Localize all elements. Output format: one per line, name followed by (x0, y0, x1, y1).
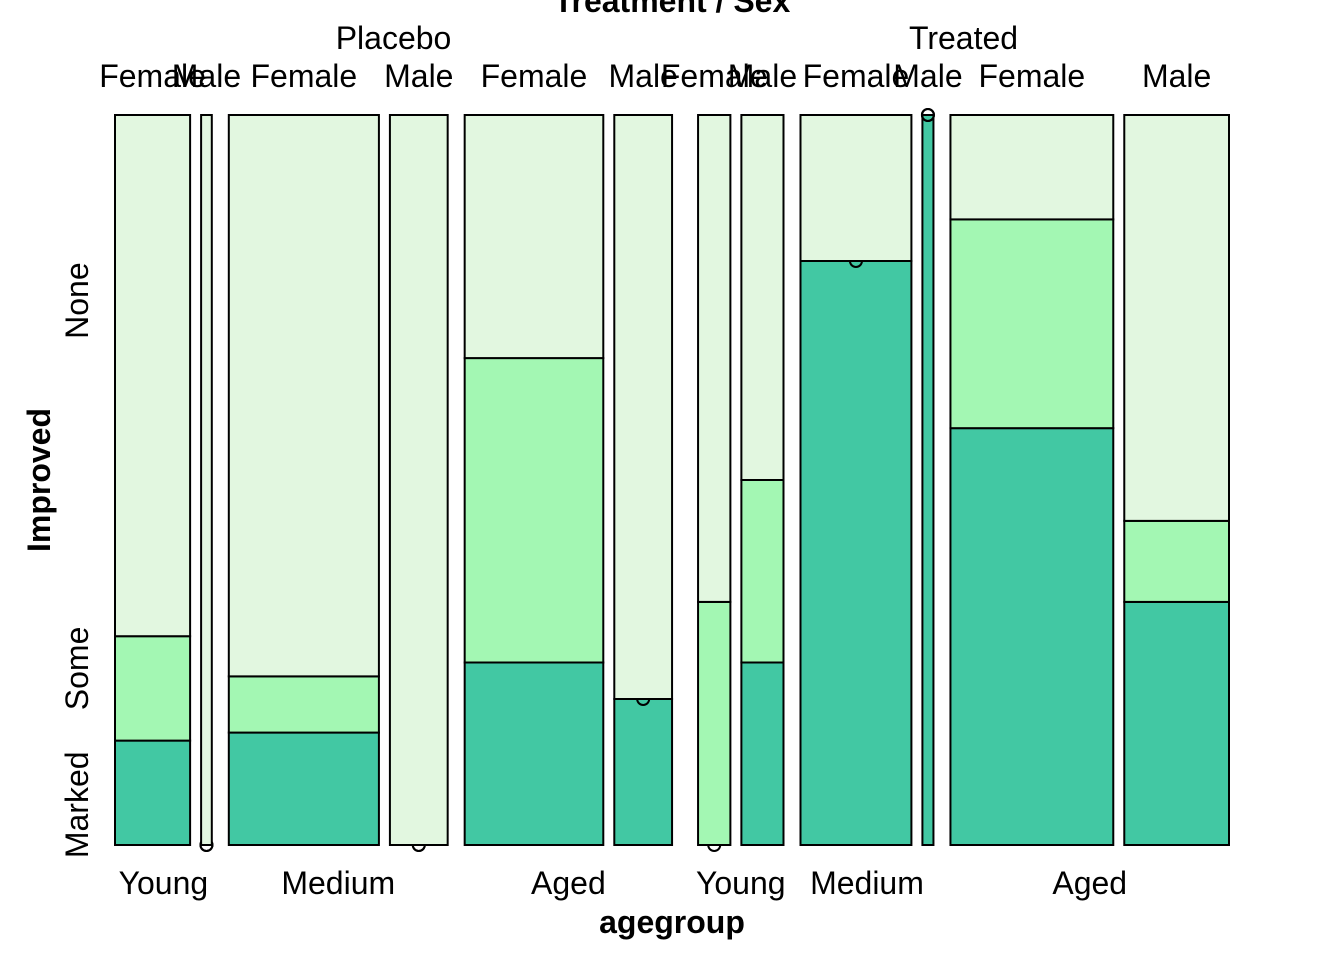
sex-label: Male (384, 58, 453, 94)
tile-placebo-medium-female-some (227, 675, 380, 734)
agegroup-label: Young (696, 865, 786, 901)
agegroup-label: Young (119, 865, 209, 901)
sex-label: Female (661, 58, 768, 94)
sex-label: Female (481, 58, 588, 94)
sex-label: Male (608, 58, 677, 94)
sex-label: Male (1142, 58, 1211, 94)
sex-label: Female (979, 58, 1086, 94)
sex-label: Male (893, 58, 962, 94)
sex-label: Female (251, 58, 358, 94)
treatment-label: Placebo (336, 20, 452, 56)
treatment-label: Treated (909, 20, 1018, 56)
tile-treated-young-male-marked (740, 661, 785, 846)
tile-placebo-aged-female-none (463, 114, 605, 360)
y-axis-title: Improved (21, 408, 57, 552)
tile-treated-aged-female-some (949, 218, 1115, 430)
tile-placebo-young-female-marked (114, 739, 192, 846)
tile-treated-medium-male-marked (921, 114, 935, 846)
mosaic-tiles (114, 108, 1231, 852)
tile-treated-young-female-some (697, 600, 732, 846)
tile-placebo-medium-female-none (227, 114, 380, 678)
tile-treated-medium-female-marked (799, 260, 913, 846)
tile-placebo-young-male-none (200, 114, 213, 846)
tile-placebo-aged-male-marked (613, 698, 674, 846)
agegroup-label: Medium (810, 865, 924, 901)
tile-treated-young-male-some (740, 479, 785, 664)
tile-placebo-medium-female-marked (227, 731, 380, 847)
sex-label: Male (172, 58, 241, 94)
tile-placebo-medium-male-none (388, 114, 449, 846)
tile-treated-young-male-none (740, 114, 785, 481)
improved-level-label: Some (59, 627, 95, 711)
tile-placebo-young-female-none (114, 114, 192, 638)
tile-treated-aged-male-marked (1123, 600, 1231, 846)
tile-treated-aged-male-some (1123, 519, 1231, 603)
agegroup-label: Aged (1052, 865, 1127, 901)
tile-placebo-aged-male-none (613, 114, 674, 700)
tile-treated-young-female-none (697, 114, 732, 603)
sex-label: Male (728, 58, 797, 94)
tile-treated-medium-female-none (799, 114, 913, 262)
sex-label: Female (99, 58, 206, 94)
x-axis-title: agegroup (599, 904, 745, 940)
tile-placebo-aged-female-marked (463, 661, 605, 846)
empty-cell-marker-treated-medium-male-none (920, 108, 935, 122)
agegroup-label: Medium (281, 865, 395, 901)
improved-level-label: None (59, 262, 95, 339)
tile-treated-aged-male-none (1123, 114, 1231, 522)
tile-treated-aged-female-marked (949, 427, 1115, 846)
sex-label: Female (803, 58, 910, 94)
tile-placebo-young-female-some (114, 635, 192, 742)
chart-title: Treatment / Sex (554, 0, 791, 19)
tile-treated-aged-female-none (949, 114, 1115, 221)
agegroup-label: Aged (531, 865, 606, 901)
improved-level-label: Marked (59, 751, 95, 858)
tile-placebo-aged-female-some (463, 357, 605, 664)
